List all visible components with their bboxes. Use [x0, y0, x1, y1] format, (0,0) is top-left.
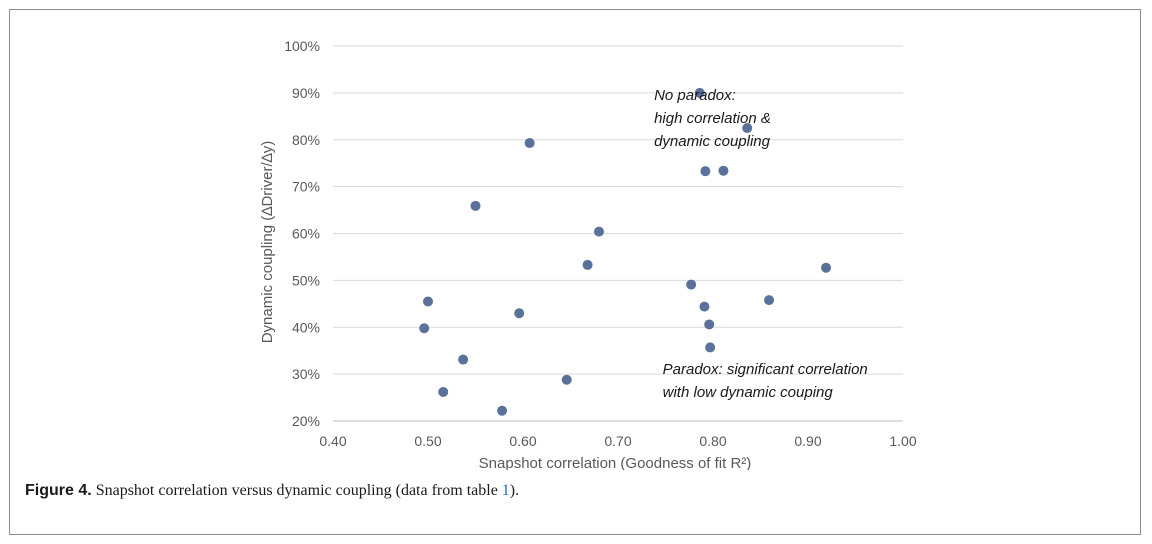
caption-text: Snapshot correlation versus dynamic coup…	[91, 482, 502, 499]
y-tick-label: 100%	[284, 38, 320, 54]
data-point	[470, 200, 481, 211]
x-tick-label: 1.00	[889, 433, 916, 449]
y-tick-label: 20%	[292, 413, 320, 429]
data-point	[699, 301, 710, 312]
caption-table-link[interactable]: 1	[501, 482, 510, 499]
annotation-line: high correlation &	[654, 110, 771, 127]
annotation-line: with low dynamic couping	[663, 384, 834, 401]
data-point	[764, 295, 775, 306]
y-tick-label: 30%	[292, 366, 320, 382]
y-tick-label: 40%	[292, 319, 320, 335]
data-point	[594, 226, 604, 237]
data-point	[686, 279, 697, 290]
annotation-line: No paradox:	[654, 87, 736, 104]
x-tick-label: 0.50	[414, 433, 441, 449]
data-point	[700, 166, 711, 177]
data-point	[742, 123, 753, 134]
data-point	[514, 308, 525, 319]
y-tick-label: 60%	[292, 226, 320, 242]
gridlines	[333, 45, 903, 375]
data-point	[705, 342, 716, 353]
annotations: No paradox: high correlation & dynamic cou…	[654, 87, 868, 401]
x-tick-label: 0.90	[794, 433, 821, 449]
data-point	[582, 259, 593, 270]
x-tick-label: 0.60	[509, 433, 536, 449]
data-point	[419, 323, 430, 334]
data-point	[438, 386, 449, 397]
annotation-line: Paradox: significant correlation	[663, 361, 868, 378]
scatter-chart: 20% 30% 40% 50% 60% 70% 80% 90% 100% 0.40 0.50 0.6…	[259, 38, 917, 470]
data-point	[561, 374, 572, 385]
y-tick-labels: 20% 30% 40% 50% 60% 70% 80% 90% 100%	[284, 38, 320, 429]
y-axis-title: Dynamic coupling (∆Driver/∆y)	[259, 141, 276, 344]
data-point	[704, 319, 715, 330]
data-point	[524, 138, 535, 149]
caption-text-end: ).	[509, 482, 520, 499]
data-point	[497, 405, 508, 416]
y-tick-label: 90%	[292, 85, 320, 101]
y-tick-label: 70%	[292, 179, 320, 195]
figure-frame	[9, 9, 1141, 535]
x-tick-label: 0.80	[699, 433, 726, 449]
x-tick-labels: 0.40 0.50 0.60 0.70 0.80 0.90 1.00	[319, 433, 916, 449]
figure-caption: Figure 4. Snapshot correlation versus dy…	[25, 482, 519, 500]
data-point	[718, 165, 729, 176]
caption-label: Figure 4.	[25, 482, 92, 499]
data-point	[423, 296, 433, 307]
x-tick-label: 0.70	[604, 433, 631, 449]
x-axis-title: Snapshot correlation (Goodness of fit R²…	[479, 455, 752, 470]
y-tick-label: 50%	[292, 272, 320, 288]
annotation-line: dynamic coupling	[654, 133, 771, 150]
data-point	[694, 87, 705, 98]
y-tick-label: 80%	[292, 132, 320, 148]
x-tick-label: 0.40	[319, 433, 346, 449]
data-points	[419, 87, 832, 416]
data-point	[821, 262, 832, 273]
data-point	[458, 354, 469, 365]
